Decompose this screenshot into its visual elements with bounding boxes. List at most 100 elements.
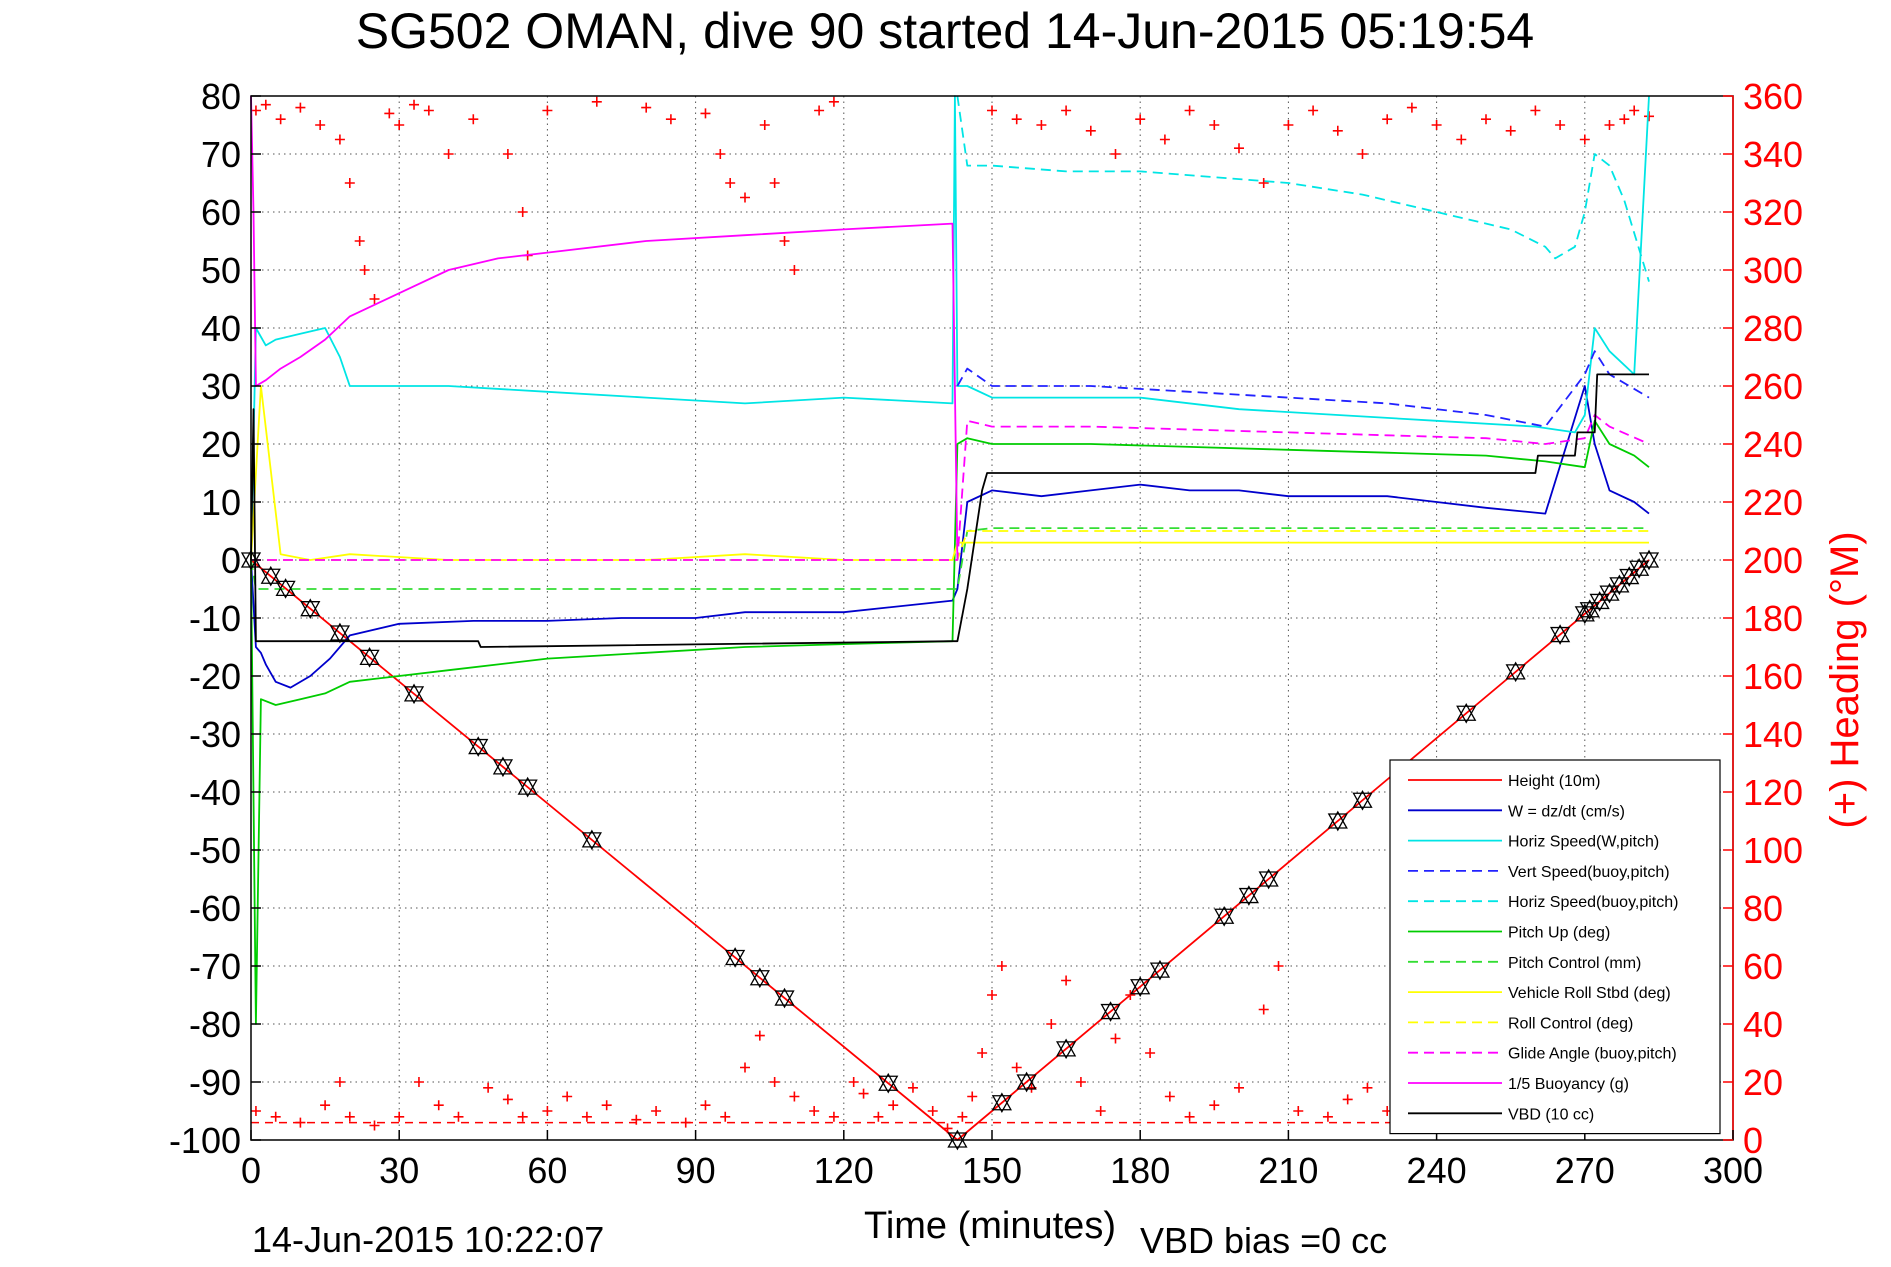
heading-marker [769,1077,780,1087]
y2-tick-label: 180 [1743,598,1803,639]
heading-marker [809,1106,820,1116]
heading-marker [720,1111,731,1122]
heading-marker [334,1077,345,1087]
heading-marker [1406,102,1417,113]
y2-tick-label: 40 [1743,1004,1783,1045]
x-tick-label: 60 [527,1150,567,1191]
heading-marker [295,1117,306,1128]
heading-marker [1619,114,1630,125]
heading-marker [1579,134,1590,145]
series-line-2 [250,385,1650,689]
heading-marker [848,1077,859,1087]
heading-marker [873,1111,884,1122]
y-tick-label: -60 [189,888,241,929]
y-tick-label: 50 [201,250,241,291]
heading-marker [1036,120,1047,130]
height-marker [300,598,321,619]
heading-marker [344,178,355,188]
legend-label: Horiz Speed(W,pitch) [1508,834,1659,851]
heading-marker [394,1111,405,1122]
heading-marker [700,1100,711,1111]
heading-marker [680,1117,691,1128]
x-tick-label: 180 [1110,1150,1170,1191]
heading-marker [907,1082,918,1093]
x-tick-label: 30 [379,1150,419,1191]
series-line-4 [956,350,1650,428]
heading-marker [779,236,790,246]
heading-marker [250,1106,261,1116]
heading-marker [1184,1111,1195,1122]
y2-tick-label: 300 [1743,250,1803,291]
heading-marker [1258,178,1269,188]
x-tick-label: 0 [241,1150,261,1191]
legend-label: W = dz/dt (cm/s) [1508,803,1625,820]
y2-tick-label: 80 [1743,888,1783,929]
y2-tick-label: 220 [1743,482,1803,523]
heading-marker [1342,1094,1353,1105]
heading-marker [1431,120,1442,130]
heading-marker [828,1111,839,1122]
heading-marker [1085,125,1096,136]
heading-marker [1505,125,1516,136]
heading-marker [394,120,405,130]
height-marker [991,1092,1012,1114]
series-line-6 [250,419,1650,1025]
heading-marker [562,1091,573,1102]
y-tick-label: 40 [201,308,241,349]
heading-marker [517,1111,528,1122]
footer-timestamp: 14-Jun-2015 10:22:07 [252,1219,604,1260]
series-line-3 [250,95,1650,561]
heading-marker [1481,114,1491,125]
height-marker [878,1072,899,1094]
heading-marker [275,114,286,125]
heading-marker [725,178,736,188]
heading-marker [334,134,345,145]
y2-tick-label: 100 [1743,830,1803,871]
heading-marker [409,99,420,110]
heading-marker [359,265,370,275]
heading-marker [1184,105,1195,116]
axes-layer: 0 30 60 90 120 150 180 210 240 270 300-100-90-80-7… [169,76,1803,1191]
y-tick-label: -100 [169,1120,241,1161]
heading-marker [1011,1062,1022,1073]
heading-marker [423,105,434,116]
y-tick-label: 70 [201,134,241,175]
y-tick-label: -20 [189,656,241,697]
height-marker [1549,624,1571,645]
legend-label: 1/5 Buoyancy (g) [1508,1076,1629,1093]
heading-marker [369,1120,380,1131]
heading-marker [453,1111,464,1122]
legend-label: Vert Speed(buoy,pitch) [1508,864,1670,881]
height-marker [260,565,281,587]
height-marker [329,622,351,644]
heading-marker [1456,134,1467,145]
x-tick-label: 270 [1555,1150,1615,1191]
heading-marker [858,1088,869,1099]
y-tick-label: -50 [189,830,241,871]
y2-axis-label: (+) Heading (°M) [1823,531,1867,828]
heading-marker [1382,114,1393,125]
height-marker [1574,603,1595,625]
heading-marker [1075,1077,1086,1087]
y-tick-label: 30 [201,366,241,407]
series-line-5 [956,95,1650,282]
heading-marker [1061,975,1072,986]
y2-tick-label: 0 [1743,1120,1763,1161]
footer-vbd-bias: VBD bias =0 cc [1140,1220,1387,1261]
heading-marker [1095,1106,1106,1116]
heading-marker [581,1111,592,1122]
heading-marker [967,1091,978,1102]
heading-marker [502,149,513,159]
heading-marker [665,114,676,125]
heading-marker [987,105,997,116]
heading-marker [517,207,528,217]
legend-box [1389,759,1721,1135]
height-marker [1149,959,1171,981]
legend-label: Horiz Speed(buoy,pitch) [1508,894,1678,911]
heading-marker [769,178,780,188]
series-line-11 [250,95,959,561]
series-line-10 [251,414,1650,561]
y2-tick-label: 200 [1743,540,1803,581]
heading-marker [502,1094,513,1105]
